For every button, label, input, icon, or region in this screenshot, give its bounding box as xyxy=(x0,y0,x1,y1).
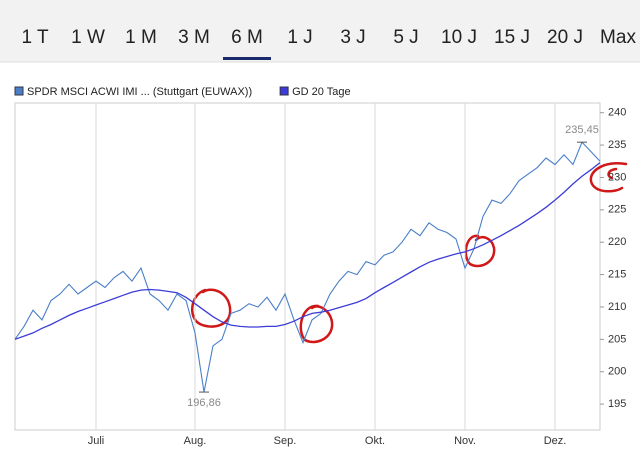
active-tab-underline xyxy=(223,57,271,60)
period-tab[interactable]: 6 M xyxy=(231,27,263,48)
circle-mark xyxy=(191,288,232,328)
y-tick-label: 205 xyxy=(608,333,626,345)
y-tick-label: 235 xyxy=(608,139,626,151)
series-line xyxy=(14,162,601,340)
legend-swatch xyxy=(14,86,24,96)
period-tab[interactable]: 10 J xyxy=(441,27,477,48)
value-label: 196,86 xyxy=(187,397,221,409)
period-tab[interactable]: 15 J xyxy=(494,27,530,48)
period-tab[interactable]: 5 J xyxy=(393,27,418,48)
period-tab[interactable]: 1 J xyxy=(287,27,312,48)
y-tick-label: 220 xyxy=(608,236,626,248)
period-tab[interactable]: 1 W xyxy=(71,27,105,48)
x-tick-label: Juli xyxy=(88,435,105,447)
tab-bar xyxy=(0,0,640,62)
circle-mark xyxy=(464,234,496,268)
legend-label: SPDR MSCI ACWI IMI ... (Stuttgart (EUWAX… xyxy=(27,86,252,98)
period-tab[interactable]: 3 M xyxy=(178,27,210,48)
y-tick-label: 195 xyxy=(608,398,626,410)
y-tick-label: 240 xyxy=(608,107,626,119)
legend-swatch xyxy=(279,86,289,96)
y-tick-label: 225 xyxy=(608,204,626,216)
period-tab[interactable]: 20 J xyxy=(547,27,583,48)
y-tick-label: 230 xyxy=(608,171,626,183)
period-tab[interactable]: 3 J xyxy=(340,27,365,48)
period-tab[interactable]: Max xyxy=(600,27,636,48)
y-tick-label: 200 xyxy=(608,366,626,378)
x-tick-label: Nov. xyxy=(454,435,476,447)
plot-frame xyxy=(14,102,601,431)
period-tab[interactable]: 1 M xyxy=(125,27,157,48)
series-line xyxy=(14,141,601,393)
y-tick-label: 215 xyxy=(608,269,626,281)
value-label: 235,45 xyxy=(565,124,599,136)
x-tick-label: Sep. xyxy=(274,435,297,447)
x-tick-label: Aug. xyxy=(184,435,207,447)
hand-annotations xyxy=(191,161,628,344)
period-tab[interactable]: 1 T xyxy=(21,27,49,48)
x-tick-label: Okt. xyxy=(365,435,385,447)
legend-label: GD 20 Tage xyxy=(292,86,351,98)
x-tick-label: Dez. xyxy=(544,435,567,447)
circle-mark xyxy=(589,161,628,193)
y-tick-label: 210 xyxy=(608,301,626,313)
